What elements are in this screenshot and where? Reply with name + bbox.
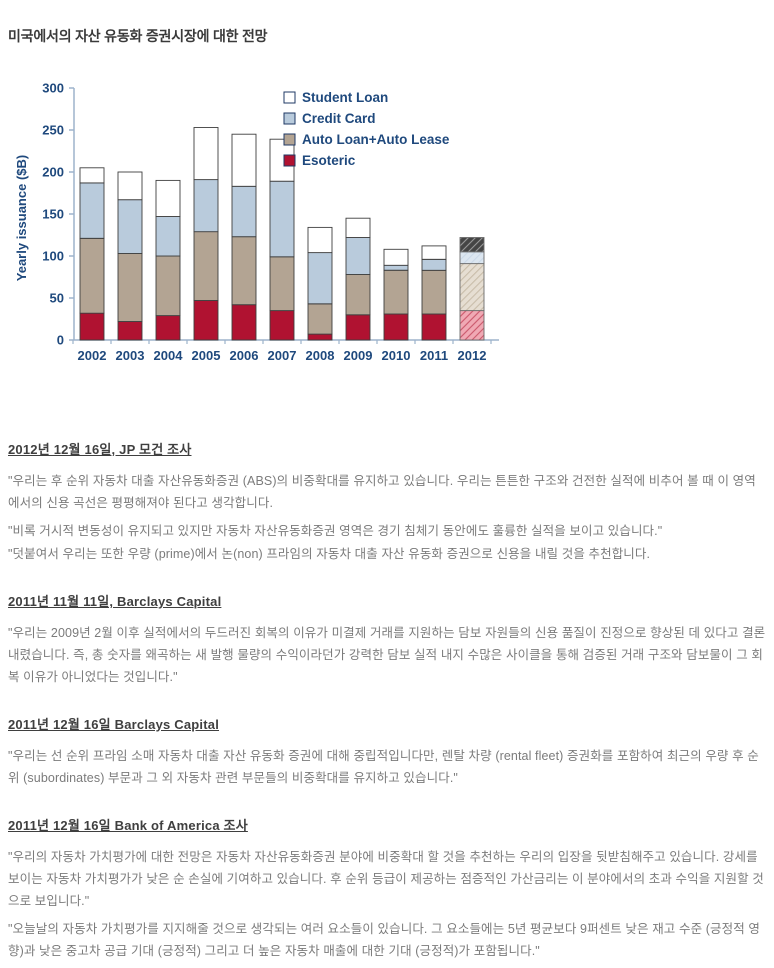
x-category-label: 2011: [420, 348, 448, 363]
section-barclays-nov: 2011년 11월 11일, Barclays Capital "우리는 200…: [8, 591, 766, 688]
bar-segment: [117, 171, 143, 201]
x-category-label: 2007: [268, 348, 297, 363]
x-category-label: 2004: [154, 348, 184, 363]
y-tick-label: 0: [57, 333, 64, 348]
quote-sections: 2012년 12월 16일, JP 모건 조사 "우리는 후 순위 자동차 대출…: [8, 439, 766, 962]
bar-segment: [459, 310, 485, 341]
bar-segment: [193, 127, 219, 181]
quote-paragraph: "우리는 2009년 2월 이후 실적에서의 두드러진 회복의 이유가 미결제 …: [8, 626, 766, 684]
bar-segment: [421, 245, 447, 260]
bar-segment: [383, 269, 409, 315]
quote-paragraph: "덧붙여서 우리는 또한 우량 (prime)에서 논(non) 프라임의 자동…: [8, 547, 651, 561]
bar-segment: [117, 253, 143, 322]
section-barclays-dec: 2011년 12월 16일 Barclays Capital "우리는 선 순위…: [8, 714, 766, 789]
x-category-label: 2008: [306, 348, 335, 363]
legend-swatch: [283, 91, 296, 104]
bar-segment: [307, 252, 333, 305]
bar-segment: [307, 303, 333, 335]
section-heading: 2011년 12월 16일 Barclays Capital: [8, 717, 220, 732]
bar-segment: [117, 199, 143, 254]
bar-segment: [79, 237, 105, 314]
bar-segment: [193, 300, 219, 341]
bar-segment: [383, 248, 409, 266]
bar-segment: [155, 179, 181, 217]
bar-segment: [79, 312, 105, 341]
x-category-label: 2012: [458, 348, 487, 363]
legend-label: Credit Card: [302, 111, 376, 126]
section-bank-of-america: 2011년 12월 16일 Bank of America 조사 "우리의 자동…: [8, 815, 766, 962]
issuance-stacked-bar-chart: 0 50 100 150 200 250 300 2002 2003 2004 2005 2006 20…: [12, 78, 766, 383]
bar-segment: [459, 251, 485, 265]
x-category-label: 2003: [116, 348, 145, 363]
chart-svg: 0 50 100 150 200 250 300 2002 2003 2004 2005 2006 20…: [14, 81, 499, 363]
bar-segment: [459, 237, 485, 253]
bar-segment: [421, 258, 447, 271]
y-tick-label: 200: [42, 165, 64, 180]
x-category-label: 2002: [78, 348, 107, 363]
bar-segment: [269, 256, 295, 312]
bar-segment: [307, 226, 333, 254]
bar-segment: [117, 321, 143, 341]
bar-segment: [155, 255, 181, 317]
y-tick-label: 100: [42, 249, 64, 264]
bar-segment: [79, 182, 105, 239]
bar-segment: [193, 179, 219, 233]
bar-segment: [383, 313, 409, 341]
bar-segment: [155, 315, 181, 341]
bar-segment: [231, 304, 257, 341]
bar-segment: [345, 217, 371, 238]
bar-segment: [383, 264, 409, 271]
section-heading: 2011년 12월 16일 Bank of America 조사: [8, 818, 248, 833]
bar-segment: [421, 269, 447, 315]
x-category-label: 2005: [192, 348, 221, 363]
bar-segment: [345, 274, 371, 316]
bar-segment: [231, 185, 257, 238]
y-tick-label: 50: [50, 291, 64, 306]
y-tick-label: 300: [42, 81, 64, 96]
report-page: 미국에서의 자산 유동화 증권시장에 대한 전망 0 50 100 150 200 250…: [0, 26, 774, 962]
bar-segment: [459, 263, 485, 312]
page-title: 미국에서의 자산 유동화 증권시장에 대한 전망: [8, 28, 268, 44]
bar-segment: [231, 236, 257, 306]
section-heading: 2012년 12월 16일, JP 모건 조사: [8, 442, 192, 457]
bar-segment: [345, 314, 371, 341]
y-tick-label: 250: [42, 123, 64, 138]
quote-paragraph: "우리는 선 순위 프라임 소매 자동차 대출 자산 유동화 증권에 대해 중립…: [8, 749, 759, 785]
quote-paragraph: "오늘날의 자동차 가치평가를 지지해줄 것으로 생각되는 여러 요소들이 있습…: [8, 922, 760, 958]
quote-paragraph: "우리는 후 순위 자동차 대출 자산유동화증권 (ABS)의 비중확대를 유지…: [8, 474, 756, 510]
bar-segment: [79, 167, 105, 184]
y-axis-title: Yearly issuance ($B): [14, 155, 29, 281]
quote-paragraph: "비록 거시적 변동성이 유지되고 있지만 자동차 자산유동화증권 영역은 경기…: [8, 524, 663, 538]
section-jp-morgan: 2012년 12월 16일, JP 모건 조사 "우리는 후 순위 자동차 대출…: [8, 439, 766, 565]
legend-label: Esoteric: [302, 153, 356, 168]
x-category-label: 2010: [382, 348, 411, 363]
bar-segment: [421, 313, 447, 341]
legend-swatch: [283, 133, 296, 146]
legend-swatch: [283, 154, 296, 167]
legend-label: Student Loan: [302, 90, 388, 105]
x-category-label: 2009: [344, 348, 373, 363]
bar-segment: [345, 237, 371, 275]
bar-segment: [231, 133, 257, 187]
quote-paragraph: "우리의 자동차 가치평가에 대한 전망은 자동차 자산유동화증권 분야에 비중…: [8, 850, 764, 908]
y-tick-label: 150: [42, 207, 64, 222]
bar-segment: [155, 216, 181, 257]
bar-segment: [269, 180, 295, 258]
section-heading: 2011년 11월 11일, Barclays Capital: [8, 594, 222, 609]
bar-segment: [307, 333, 333, 341]
legend-swatch: [283, 112, 296, 125]
bar-segment: [269, 310, 295, 341]
legend-label: Auto Loan+Auto Lease: [302, 132, 450, 147]
bar-segment: [193, 231, 219, 301]
x-category-label: 2006: [230, 348, 259, 363]
